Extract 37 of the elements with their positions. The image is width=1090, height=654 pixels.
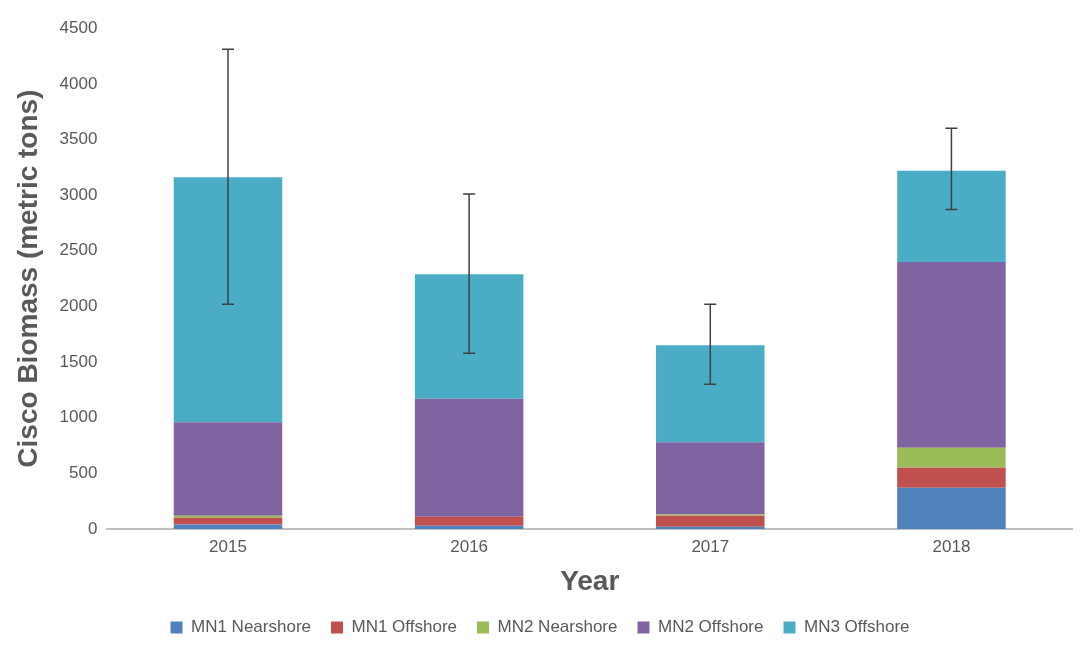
y-tick-label: 500 bbox=[69, 463, 98, 483]
legend-label: MN2 Nearshore bbox=[497, 617, 618, 637]
y-axis-title: Cisco Biomass (metric tons) bbox=[11, 89, 43, 468]
bar bbox=[414, 398, 524, 517]
bar bbox=[897, 261, 1006, 448]
x-tick-label: 2018 bbox=[932, 536, 971, 556]
y-tick-label: 0 bbox=[87, 518, 98, 538]
y-tick-label: 2000 bbox=[59, 296, 98, 316]
y-tick-label: 1000 bbox=[59, 407, 98, 427]
y-tick-label: 4500 bbox=[59, 17, 98, 37]
bar bbox=[414, 274, 524, 399]
y-tick-label: 1500 bbox=[59, 351, 98, 371]
x-axis-title: Year bbox=[560, 564, 620, 596]
bar bbox=[656, 345, 765, 443]
bar bbox=[897, 467, 1006, 488]
bar bbox=[173, 422, 283, 516]
y-tick-label: 4000 bbox=[59, 73, 98, 93]
bar bbox=[897, 447, 1006, 468]
legend-label: MN3 Offshore bbox=[803, 617, 910, 637]
y-tick-label: 3000 bbox=[59, 184, 98, 204]
bar bbox=[897, 170, 1006, 262]
bar bbox=[656, 515, 765, 527]
x-tick-label: 2017 bbox=[691, 536, 730, 556]
bar bbox=[173, 517, 283, 525]
y-tick-label: 3500 bbox=[59, 129, 98, 149]
legend-label: MN2 Offshore bbox=[657, 617, 764, 637]
bar bbox=[897, 487, 1006, 529]
x-tick-label: 2015 bbox=[209, 536, 247, 556]
bar bbox=[414, 525, 524, 529]
bar bbox=[656, 442, 765, 515]
legend-label: MN1 Nearshore bbox=[191, 617, 312, 637]
x-tick-label: 2016 bbox=[450, 536, 489, 556]
bar bbox=[656, 526, 765, 529]
bar bbox=[173, 177, 283, 423]
legend-label: MN1 Offshore bbox=[351, 617, 458, 637]
y-tick-label: 2500 bbox=[59, 240, 98, 260]
bar bbox=[414, 516, 524, 526]
